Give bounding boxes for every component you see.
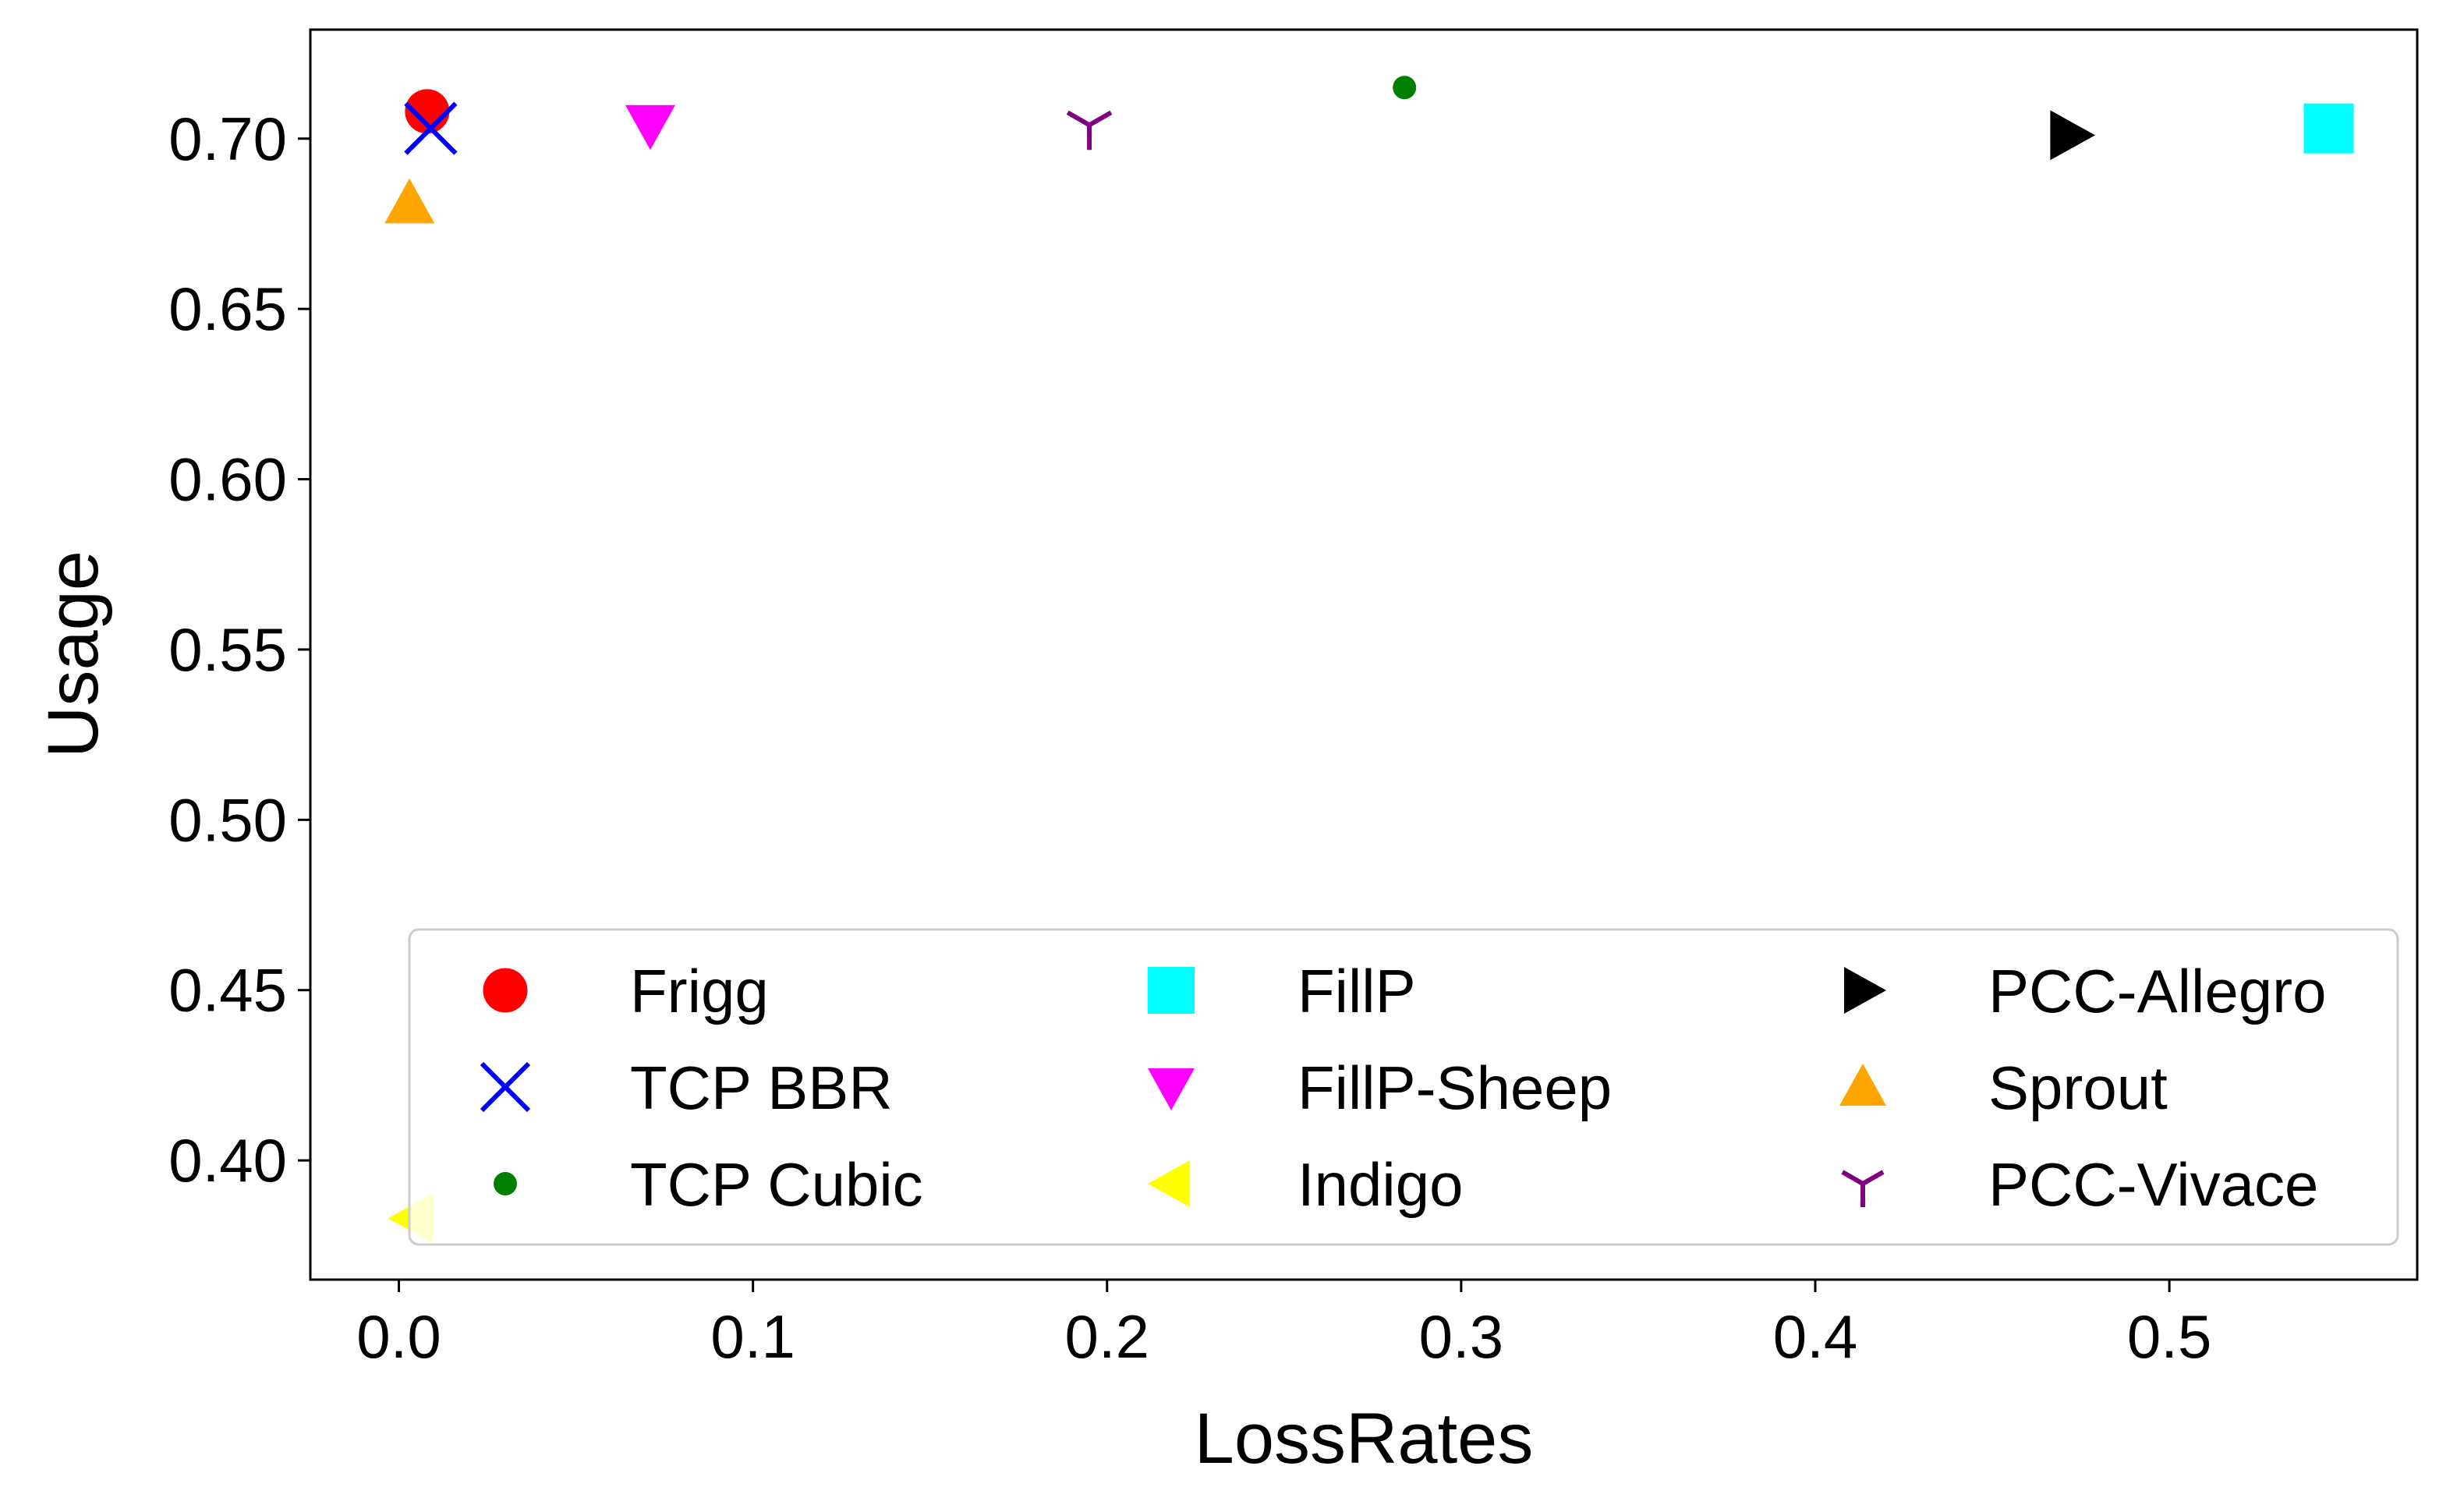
data-points — [384, 76, 2354, 1244]
y-tick-label: 0.65 — [168, 274, 287, 343]
x-tick-label: 0.4 — [1773, 1302, 1857, 1371]
legend-label: Frigg — [630, 957, 769, 1025]
data-point — [625, 104, 675, 150]
legend-label: TCP Cubic — [630, 1150, 923, 1219]
legend-marker — [1148, 1160, 1190, 1207]
y-tick-label: 0.60 — [168, 445, 287, 514]
data-point — [384, 178, 435, 224]
data-point — [404, 101, 458, 155]
data-point — [1393, 76, 1417, 100]
legend-label: PCC-Vivace — [1988, 1150, 2318, 1219]
legend-marker — [1841, 1170, 1885, 1207]
x-tick-label: 0.1 — [710, 1302, 795, 1371]
x-axis-title: LossRates — [1195, 1399, 1534, 1478]
legend-marker — [1148, 967, 1195, 1014]
x-tick-label: 0.0 — [356, 1302, 441, 1371]
y-tick-label: 0.50 — [168, 785, 287, 854]
y-tick-label: 0.55 — [168, 615, 287, 684]
x-tick-label: 0.2 — [1065, 1302, 1149, 1371]
legend-label: FillP — [1297, 957, 1416, 1025]
y-tick-label: 0.70 — [168, 104, 287, 173]
legend-label: Indigo — [1297, 1150, 1464, 1219]
data-point — [1066, 110, 1113, 150]
axis-ticks: 0.0 0.1 0.2 0.3 0.4 0.5 0.40 0.45 0.50 0.55 0.60 0.… — [168, 104, 2211, 1371]
legend: Frigg TCP BBR TCP Cubic FillP FillP-Sheep Ind… — [408, 928, 2399, 1246]
x-tick-label: 0.3 — [1419, 1302, 1503, 1371]
x-tick-label: 0.5 — [2127, 1302, 2211, 1371]
legend-marker — [1148, 1068, 1195, 1110]
legend-label: FillP-Sheep — [1297, 1053, 1612, 1122]
y-axis-title: Usage — [34, 551, 113, 758]
data-point — [2303, 103, 2354, 154]
legend-label: TCP BBR — [630, 1053, 893, 1122]
legend-box — [408, 928, 2399, 1246]
y-tick-label: 0.45 — [168, 956, 287, 1025]
plot-frame — [309, 28, 2419, 1281]
legend-marker — [494, 1172, 517, 1195]
data-point — [2050, 110, 2095, 161]
legend-label: Sprout — [1988, 1053, 2168, 1122]
legend-marker — [483, 968, 528, 1013]
legend-label: PCC-Allegro — [1988, 957, 2326, 1025]
legend-marker — [1844, 967, 1886, 1014]
legend-marker — [480, 1061, 531, 1113]
y-tick-label: 0.40 — [168, 1126, 287, 1195]
legend-marker — [1839, 1064, 1886, 1106]
